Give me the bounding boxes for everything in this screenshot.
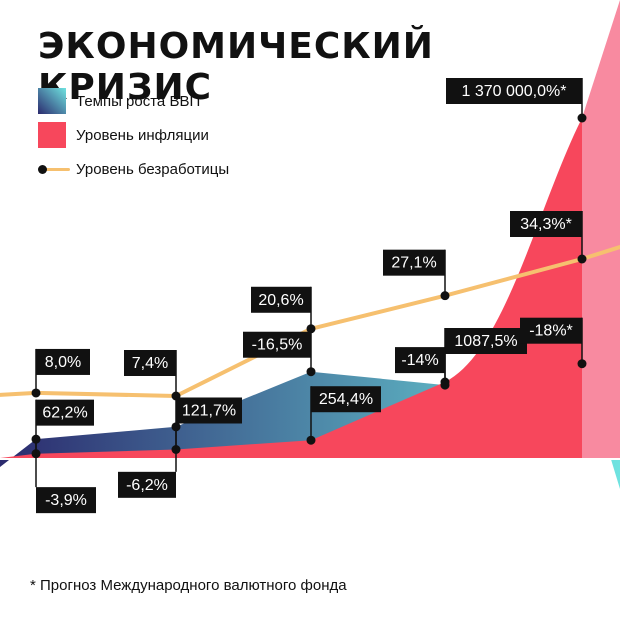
- unemployment-point: [31, 388, 41, 398]
- inflation-label-box: [176, 397, 242, 424]
- axis-layer: 20142015201620172018: [0, 458, 620, 484]
- gdp-data-label: -16,5%: [252, 337, 303, 354]
- gdp-point: [440, 380, 450, 390]
- unemployment-label-box: [124, 350, 176, 376]
- gdp-data-label: -6,2%: [126, 477, 168, 494]
- x-tick-label: 2016: [295, 468, 326, 484]
- inflation-point: [306, 435, 316, 445]
- inflation-area: [0, 118, 582, 459]
- inflation-label-box: [446, 78, 582, 104]
- legend: Темпы роста ВВП Уровень инфляции Уровень…: [38, 84, 229, 186]
- inflation-label-box: [445, 328, 527, 354]
- footnote: * Прогноз Международного валютного фонда: [30, 577, 347, 594]
- unemployment-data-label: 8,0%: [45, 354, 81, 371]
- legend-item-unemployment: Уровень безработицы: [38, 152, 229, 186]
- inflation-data-label: 121,7%: [182, 402, 236, 419]
- legend-line-unemployment: [38, 159, 70, 179]
- legend-item-gdp: Темпы роста ВВП: [38, 84, 229, 118]
- gdp-point: [577, 359, 587, 369]
- gdp-label-box: [520, 317, 582, 344]
- unemployment-label-box: [510, 211, 582, 237]
- inflation-label-box: [36, 399, 94, 426]
- unemployment-label-box: [36, 348, 90, 375]
- unemployment-label-box: [383, 249, 445, 276]
- inflation-data-label: 62,2%: [42, 405, 87, 422]
- unemployment-data-label: 34,3%*: [520, 216, 572, 233]
- unemployment-data-label: 7,4%: [132, 355, 168, 372]
- gdp-data-label: -3,9%: [45, 492, 87, 509]
- unemployment-point: [577, 254, 587, 264]
- legend-item-inflation: Уровень инфляции: [38, 118, 229, 152]
- legend-label-inflation: Уровень инфляции: [76, 126, 209, 144]
- legend-swatch-inflation: [38, 122, 66, 148]
- unemployment-point: [306, 324, 316, 334]
- gdp-label-box: [243, 331, 311, 358]
- x-tick-label: 2018: [566, 468, 597, 484]
- gdp-point: [171, 422, 181, 432]
- x-tick-label: 2017: [429, 468, 460, 484]
- legend-label-gdp: Темпы роста ВВП: [76, 92, 201, 110]
- gdp-label-box: [36, 487, 96, 514]
- gdp-data-label: -14%: [401, 352, 438, 369]
- inflation-data-label: 1 370 000,0%*: [462, 83, 567, 100]
- label-layer: 8,0% 7,4% 20,6% 27,1% 34,3%* 62,2% 121,7% 254,4…: [31, 78, 587, 514]
- unemployment-data-label: 20,6%: [258, 292, 303, 309]
- unemployment-point: [440, 291, 450, 301]
- inflation-data-label: 1087,5%: [454, 333, 517, 350]
- inflation-data-label: 254,4%: [319, 391, 373, 408]
- inflation-point: [577, 113, 587, 123]
- inflation-label-box: [311, 386, 381, 413]
- gdp-label-box: [118, 471, 176, 498]
- inflation-forecast-area: [582, 0, 620, 459]
- page-title: ЭКОНОМИЧЕСКИЙ КРИЗИС: [38, 26, 434, 108]
- unemployment-label-box: [251, 286, 311, 313]
- inflation-layer: [0, 0, 620, 459]
- legend-label-unemployment: Уровень безработицы: [76, 160, 230, 178]
- unemployment-data-label: 27,1%: [391, 255, 436, 272]
- legend-swatch-gdp: [38, 88, 66, 114]
- gdp-point: [306, 367, 316, 377]
- gdp-label-box: [395, 347, 445, 374]
- gdp-data-label: -18%*: [529, 323, 573, 340]
- gdp-point: [31, 434, 41, 444]
